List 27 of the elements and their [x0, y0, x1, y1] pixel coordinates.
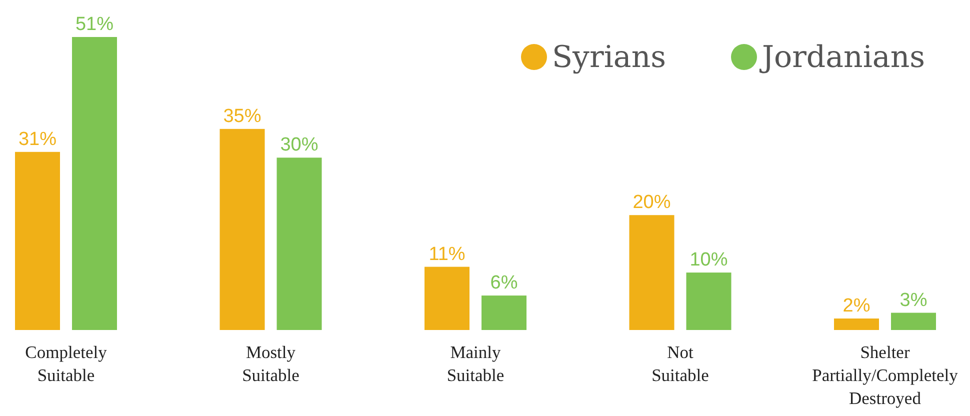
data-label: 20% [632, 192, 671, 214]
bar [891, 312, 936, 330]
legend-label: Syrians [552, 40, 666, 75]
legend-label: Jordanians [759, 40, 926, 75]
x-tick-label: Not Suitable [652, 342, 710, 385]
bar [482, 296, 526, 330]
bar [15, 152, 60, 330]
bar [220, 128, 265, 330]
data-label: 30% [280, 134, 318, 156]
data-label: 2% [842, 296, 870, 317]
bar [834, 318, 879, 330]
data-label: 6% [490, 272, 518, 294]
data-label: 51% [75, 14, 114, 35]
data-label: 11% [428, 244, 466, 265]
x-tick-label: Completely Suitable [25, 342, 108, 385]
bar [276, 158, 322, 330]
bar [424, 266, 470, 330]
x-tick-label: Mostly Suitable [242, 342, 300, 385]
data-label: 10% [690, 250, 728, 271]
data-label: 31% [18, 128, 57, 150]
x-tick-label: Shelter Partially/Completely Destroyed [812, 342, 958, 408]
data-label: 3% [900, 290, 928, 311]
bar [72, 37, 117, 330]
data-label: 35% [223, 106, 262, 127]
bar [686, 272, 732, 330]
bar [629, 215, 674, 330]
x-tick-label: Mainly Suitable [446, 342, 504, 385]
